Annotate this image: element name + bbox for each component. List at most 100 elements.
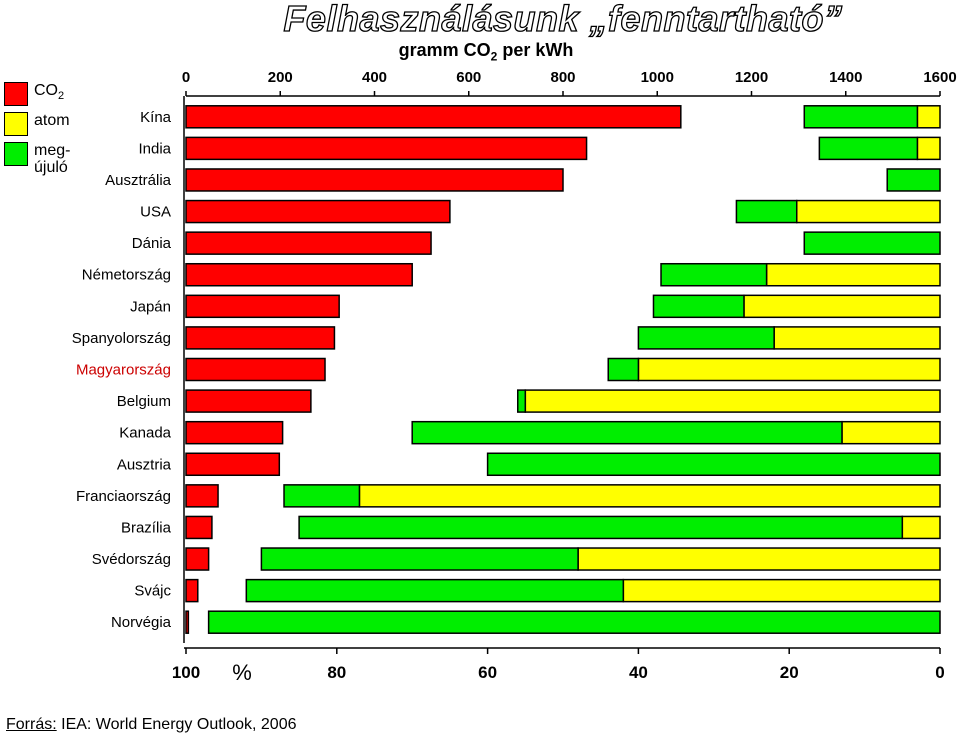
category-label: Németország (82, 267, 171, 284)
renewable-bar (607, 357, 640, 382)
share-tick-label-40: 40 (629, 663, 648, 682)
co2-bar (185, 294, 340, 319)
co2-tick-label-1400: 1400 (829, 69, 862, 86)
renewable-bar (652, 294, 745, 319)
category-label: Kanada (119, 425, 171, 442)
co2-bar (185, 420, 284, 445)
legend-item-co2: CO2 (4, 82, 70, 106)
co2-bar (185, 452, 281, 477)
co2-tick-label-600: 600 (456, 69, 481, 86)
co2-bar (185, 547, 210, 571)
nuclear-bar (637, 357, 941, 382)
co2-tick-label-0: 0 (182, 69, 190, 86)
co2-bar (185, 484, 219, 508)
category-label: Svédország (92, 551, 171, 568)
share-tick-label-100: 100 (172, 663, 200, 682)
nuclear-bar (901, 515, 941, 540)
co2-tick-label-800: 800 (550, 69, 575, 86)
renewable-bar (735, 199, 798, 224)
category-label: Franciaország (76, 488, 171, 505)
legend-label-atom: atom (34, 112, 70, 129)
category-label: USA (140, 204, 171, 221)
nuclear-bar (841, 420, 941, 445)
category-label: Japán (130, 298, 171, 315)
co2-tick-label-200: 200 (268, 69, 293, 86)
source-note: Forrás: IEA: World Energy Outlook, 2006 (6, 716, 297, 734)
renewable-bar (803, 105, 919, 129)
nuclear-bar (524, 389, 941, 413)
co2-bar (185, 262, 413, 287)
legend-label-co2-sub: 2 (58, 90, 65, 103)
nuclear-bar (773, 326, 941, 350)
nuclear-bar (916, 136, 941, 161)
share-axis-unit: % (232, 660, 252, 685)
legend-label-renewable: meg- újuló (34, 142, 71, 176)
co2-bar (185, 515, 213, 540)
category-label: Ausztrália (105, 172, 172, 189)
chart-title: Felhasználásunk „fenntartható” (283, 0, 843, 40)
co2-tick-label-400: 400 (362, 69, 387, 86)
co2-tick-label-1600: 1600 (923, 69, 956, 86)
co2-bar (185, 326, 336, 350)
category-label: Dánia (132, 235, 172, 252)
source-text: IEA: World Energy Outlook, 2006 (56, 716, 297, 733)
renewable-bar (486, 452, 941, 477)
renewable-bar (637, 326, 775, 350)
share-tick-label-20: 20 (780, 663, 799, 682)
co2-axis-title-prefix: gramm CO (398, 40, 491, 60)
co2-bar (185, 389, 312, 413)
category-label: Spanyolország (72, 330, 171, 347)
co2-axis-title-suffix: per kWh (497, 40, 574, 60)
renewable-bar (803, 231, 941, 255)
co2-axis-title-sub: 2 (490, 49, 498, 64)
renewable-bar (298, 515, 904, 540)
co2-tick-label-1000: 1000 (641, 69, 674, 86)
legend-item-atom: atom (4, 112, 70, 136)
nuclear-bar (765, 262, 941, 287)
nuclear-bar (916, 105, 941, 129)
renewable-bar (283, 484, 361, 508)
renewable-bar (660, 262, 768, 287)
nuclear-bar (743, 294, 941, 319)
co2-bar (185, 105, 682, 129)
co2-bar (185, 199, 451, 224)
legend-swatch-co2 (4, 82, 28, 106)
legend-label-co2-text: CO (34, 82, 58, 99)
nuclear-bar (795, 199, 941, 224)
category-label: Norvégia (111, 614, 172, 631)
renewable-bar (818, 136, 919, 161)
co2-axis-title: gramm CO2 per kWh (186, 40, 786, 64)
category-label: India (138, 140, 171, 157)
category-label: Belgium (117, 393, 171, 410)
co2-bar (185, 136, 588, 161)
renewable-bar (517, 389, 527, 413)
share-tick-label-0: 0 (935, 663, 944, 682)
legend: CO2 atom meg- újuló (4, 82, 70, 182)
co2-bar (185, 578, 199, 603)
legend-label-co2: CO2 (34, 82, 64, 105)
legend-item-renewable: meg- újuló (4, 142, 70, 176)
renewable-bar (886, 168, 941, 192)
nuclear-bar (577, 547, 941, 571)
co2-bar (185, 168, 564, 192)
legend-swatch-atom (4, 112, 28, 136)
category-label: Magyarország (76, 362, 171, 379)
renewable-bar (207, 610, 941, 634)
co2-bar (185, 357, 326, 382)
co2-bar (185, 610, 190, 634)
co2-bar (185, 231, 432, 255)
renewable-bar (411, 420, 843, 445)
category-label: Brazília (121, 519, 172, 536)
category-label: Svájc (134, 583, 171, 600)
nuclear-bar (622, 578, 941, 603)
category-label: Ausztria (117, 456, 172, 473)
source-label: Forrás: (6, 716, 57, 733)
legend-swatch-renewable (4, 142, 28, 166)
share-tick-label-60: 60 (478, 663, 497, 682)
renewable-bar (260, 547, 579, 571)
category-label: Kína (140, 109, 172, 126)
renewable-bar (245, 578, 625, 603)
co2-tick-label-1200: 1200 (735, 69, 768, 86)
share-tick-label-80: 80 (327, 663, 346, 682)
